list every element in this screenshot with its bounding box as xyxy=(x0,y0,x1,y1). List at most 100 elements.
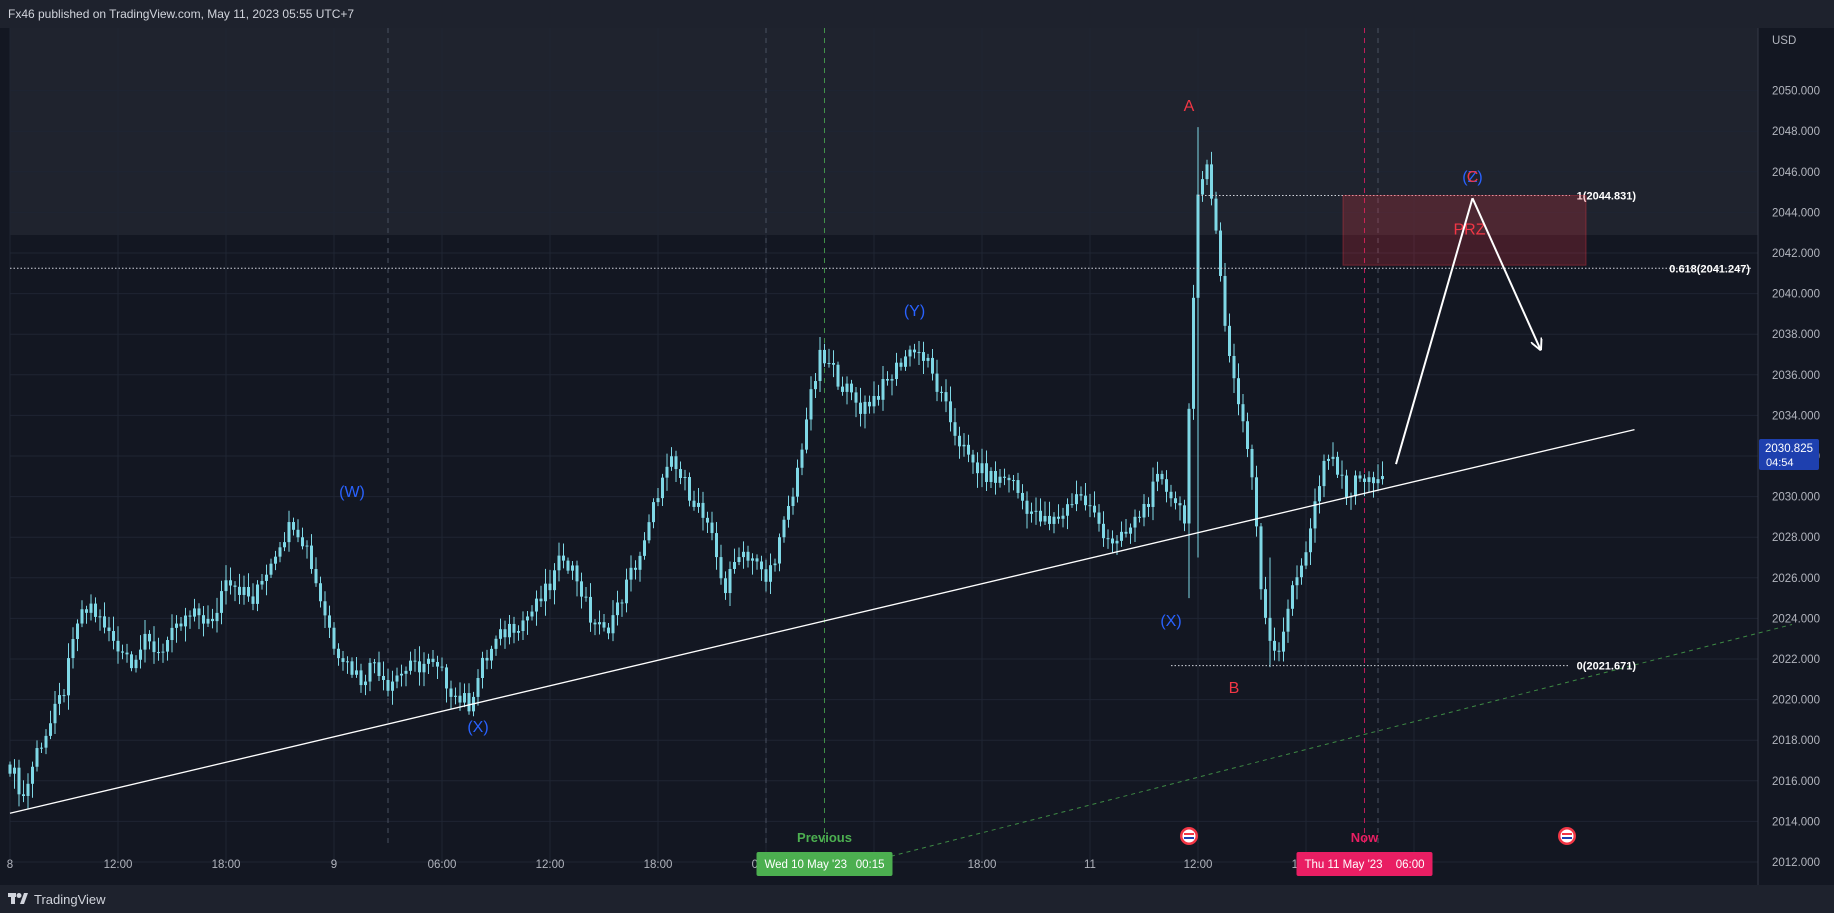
last-price: 2030.825 xyxy=(1765,443,1813,455)
y-tick-label: 2022.000 xyxy=(1772,654,1820,666)
candle-body xyxy=(494,638,498,649)
badge-date: Wed 10 May '23 xyxy=(765,859,848,871)
candle-body xyxy=(233,585,237,587)
candle-body xyxy=(197,608,201,616)
y-tick-label: 2026.000 xyxy=(1772,573,1820,585)
candle-body xyxy=(1354,475,1357,497)
candle-body xyxy=(1313,501,1317,529)
candle-body xyxy=(1214,198,1218,231)
candle-body xyxy=(620,602,624,604)
candle-body xyxy=(715,533,718,558)
candle-body xyxy=(1300,565,1303,578)
candle-body xyxy=(467,693,471,712)
candle-body xyxy=(994,470,997,483)
candle-body xyxy=(976,462,979,474)
candle-body xyxy=(269,563,273,575)
candle-body xyxy=(35,748,39,767)
x-tick-label: 9 xyxy=(331,859,337,871)
candle-body xyxy=(1183,505,1186,524)
time-axis[interactable]: 812:0018:00906:0012:0018:0006:0012:0018:… xyxy=(7,859,1421,871)
x-tick-label: 12:00 xyxy=(104,859,133,871)
candle-body xyxy=(98,616,102,618)
candle-body xyxy=(1156,473,1159,482)
candle-body xyxy=(742,551,745,558)
candle-body xyxy=(404,670,408,674)
y-tick-label: 2050.000 xyxy=(1772,86,1820,98)
candle-body xyxy=(1034,510,1038,512)
candle-body xyxy=(1093,505,1096,513)
y-tick-label: 2014.000 xyxy=(1772,816,1820,828)
candle-body xyxy=(1025,500,1029,514)
candle-body xyxy=(395,675,399,682)
flag-stripe xyxy=(1562,833,1572,835)
candle-body xyxy=(184,615,187,627)
candle-body xyxy=(665,466,669,478)
candle-body xyxy=(238,586,241,595)
candle-body xyxy=(989,470,993,482)
candle-body xyxy=(458,695,462,703)
candle-body xyxy=(355,670,358,675)
projection-leg-down xyxy=(1471,197,1541,348)
candle-body xyxy=(845,383,849,392)
x-tick-label: 18:00 xyxy=(644,859,673,871)
candle-body xyxy=(220,591,223,613)
candle-body xyxy=(1174,498,1177,504)
prz-label: PRZ xyxy=(1454,222,1486,239)
candle-body xyxy=(1111,538,1114,544)
candle-body xyxy=(670,456,673,467)
candle-body xyxy=(1304,552,1308,566)
tradingview-logo[interactable]: TradingView xyxy=(8,890,106,908)
candle-body xyxy=(319,583,322,602)
y-tick-label: 2024.000 xyxy=(1772,613,1820,625)
fib-label: 0.618(2041.247) xyxy=(1669,263,1750,275)
candle-body xyxy=(89,603,93,613)
candle-body xyxy=(1066,504,1069,516)
candle-body xyxy=(787,506,790,520)
candle-body xyxy=(242,586,246,595)
candle-body xyxy=(791,496,795,507)
candle-body xyxy=(278,547,282,557)
badge-bg xyxy=(1759,439,1819,470)
candle-body xyxy=(188,615,192,617)
candle-body xyxy=(148,633,151,642)
candle-body xyxy=(998,476,1002,483)
candle-body xyxy=(31,766,34,784)
candle-body xyxy=(755,558,759,562)
candle-body xyxy=(796,467,799,497)
trend-line xyxy=(9,428,1635,814)
candle-body xyxy=(251,596,255,604)
candle-body xyxy=(170,627,174,641)
candle-body xyxy=(656,498,660,503)
candle-body xyxy=(728,568,732,594)
candle-body xyxy=(58,695,61,704)
candle-body xyxy=(283,542,286,548)
candle-body xyxy=(1340,474,1344,476)
candle-body xyxy=(517,631,520,633)
x-tick-label: 11 xyxy=(1084,859,1096,871)
wave-label: (Z) xyxy=(1462,169,1482,186)
candle-body xyxy=(1259,526,1263,590)
candle-body xyxy=(841,386,844,392)
candle-body xyxy=(62,695,66,697)
candle-body xyxy=(535,598,538,612)
candle-body xyxy=(679,469,682,478)
candle-body xyxy=(1070,504,1074,506)
candle-body xyxy=(301,537,304,547)
candle-body xyxy=(179,623,183,627)
candle-body xyxy=(733,562,736,569)
candle-body xyxy=(868,401,871,407)
candle-body xyxy=(17,767,21,795)
candle-body xyxy=(544,583,547,602)
candle-body xyxy=(13,767,16,774)
price-chart[interactable]: 1(2044.831) 0.618(2041.247) 0(2021.671) PRZ… xyxy=(0,0,1834,885)
candle-body xyxy=(256,584,259,604)
candle-body xyxy=(287,522,291,543)
candle-body xyxy=(521,620,525,632)
candle-body xyxy=(350,661,354,675)
candle-body xyxy=(1124,531,1128,534)
candle-body xyxy=(1219,230,1222,276)
candle-body xyxy=(1142,503,1146,518)
candle-body xyxy=(625,579,628,604)
candle-body xyxy=(512,623,516,633)
candle-body xyxy=(629,567,633,580)
